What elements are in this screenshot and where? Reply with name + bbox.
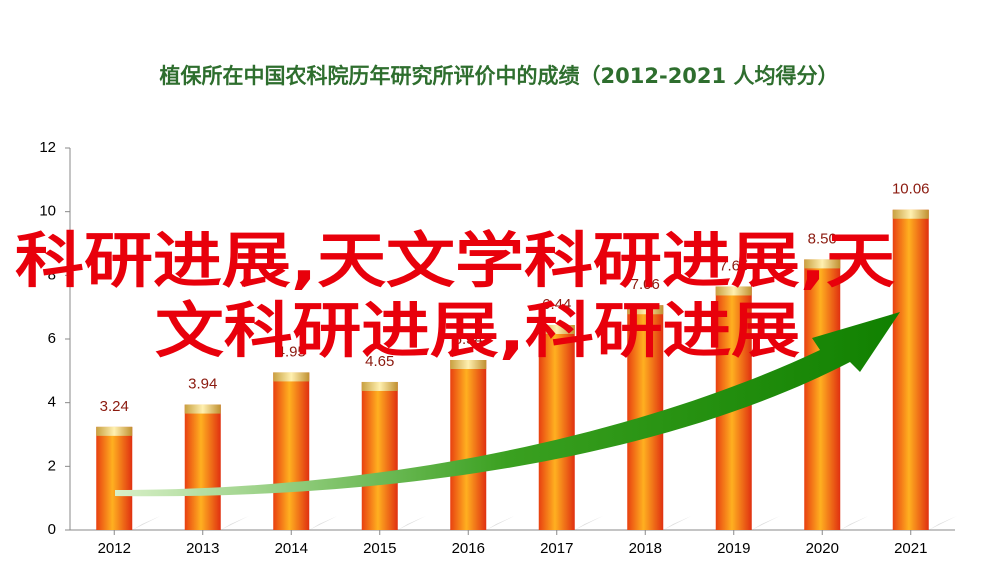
trend-arrow [115, 312, 900, 497]
y-tick-label: 2 [48, 457, 56, 474]
bar [273, 372, 310, 530]
x-tick-label: 2020 [806, 540, 839, 557]
x-tick-label: 2013 [186, 540, 219, 557]
bar-cap [538, 324, 575, 334]
x-tick-label: 2018 [629, 540, 662, 557]
value-label: 3.24 [100, 398, 129, 415]
bar-cap [361, 381, 398, 391]
value-label: 7.06 [631, 276, 660, 293]
bar-cap [804, 259, 841, 269]
bar-shadow [309, 516, 338, 530]
value-label: 8.50 [808, 230, 837, 247]
bar-cap [627, 305, 664, 315]
bar [892, 209, 929, 531]
bar-cap [184, 404, 221, 414]
bar-shadow [486, 516, 515, 530]
bar-shadow [220, 516, 249, 530]
overlay-text: 科研进展,天文学科研进展,天 [15, 227, 895, 297]
bar-shadow [397, 516, 426, 530]
x-tick-label: 2012 [98, 540, 131, 557]
bar [804, 259, 841, 530]
x-tick-label: 2015 [363, 540, 396, 557]
bar [538, 324, 575, 530]
bar-shadow [928, 516, 957, 530]
value-label: 4.95 [277, 343, 306, 360]
chart-title: 植保所在中国农科院历年研究所评价中的成绩（2012-2021 人均得分） [160, 64, 839, 88]
bar [96, 426, 133, 530]
y-tick-label: 8 [48, 266, 56, 283]
bar-shadow [574, 516, 603, 530]
y-tick-label: 6 [48, 330, 56, 347]
x-tick-label: 2021 [894, 540, 927, 557]
bar-cap [892, 209, 929, 219]
x-tick-label: 2014 [275, 540, 308, 557]
bar-cap [96, 426, 133, 436]
bar-shadow [751, 516, 780, 530]
overlay-text: 文科研进展,科研进展 [155, 297, 800, 367]
bar-cap [450, 360, 487, 370]
value-label: 10.06 [892, 181, 930, 198]
x-tick-label: 2019 [717, 540, 750, 557]
bar-shadow [840, 516, 869, 530]
bar-cap [273, 372, 310, 382]
bar [361, 381, 398, 530]
value-label: 4.65 [365, 353, 394, 370]
bar [184, 404, 221, 530]
y-tick-label: 4 [48, 394, 56, 411]
y-tick-label: 0 [48, 521, 56, 538]
y-tick-label: 10 [39, 203, 56, 220]
value-label: 5.34 [454, 331, 483, 348]
bar [450, 360, 487, 530]
value-label: 6.44 [542, 296, 571, 313]
value-label: 7.65 [719, 257, 748, 274]
bar-shadow [663, 516, 692, 530]
bar-cap [715, 286, 752, 296]
x-tick-label: 2017 [540, 540, 573, 557]
y-tick-label: 12 [39, 139, 56, 156]
bar-shadow [132, 516, 161, 530]
x-tick-label: 2016 [452, 540, 485, 557]
value-label: 3.94 [188, 376, 217, 393]
